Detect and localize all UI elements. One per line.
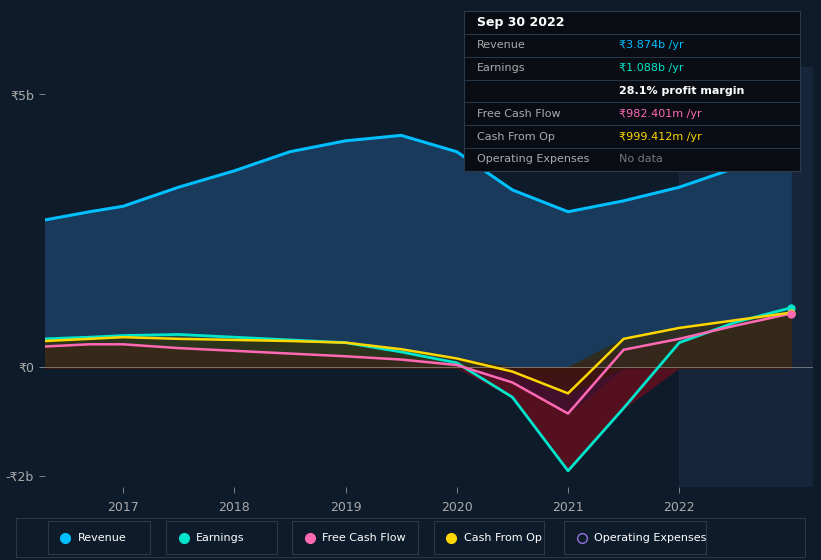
Text: Operating Expenses: Operating Expenses xyxy=(594,533,707,543)
Text: ₹1.088b /yr: ₹1.088b /yr xyxy=(619,63,683,73)
Text: ₹3.874b /yr: ₹3.874b /yr xyxy=(619,40,683,50)
Text: Sep 30 2022: Sep 30 2022 xyxy=(477,16,565,29)
Text: Cash From Op: Cash From Op xyxy=(464,533,542,543)
Text: No data: No data xyxy=(619,155,663,165)
Text: Free Cash Flow: Free Cash Flow xyxy=(322,533,406,543)
Text: Earnings: Earnings xyxy=(196,533,245,543)
Text: 28.1% profit margin: 28.1% profit margin xyxy=(619,86,744,96)
Text: ₹999.412m /yr: ₹999.412m /yr xyxy=(619,132,701,142)
Text: Revenue: Revenue xyxy=(78,533,126,543)
Text: Operating Expenses: Operating Expenses xyxy=(477,155,589,165)
Text: Cash From Op: Cash From Op xyxy=(477,132,555,142)
Text: Free Cash Flow: Free Cash Flow xyxy=(477,109,561,119)
Text: Earnings: Earnings xyxy=(477,63,525,73)
Text: Revenue: Revenue xyxy=(477,40,526,50)
Bar xyxy=(679,67,813,487)
Text: ₹982.401m /yr: ₹982.401m /yr xyxy=(619,109,701,119)
